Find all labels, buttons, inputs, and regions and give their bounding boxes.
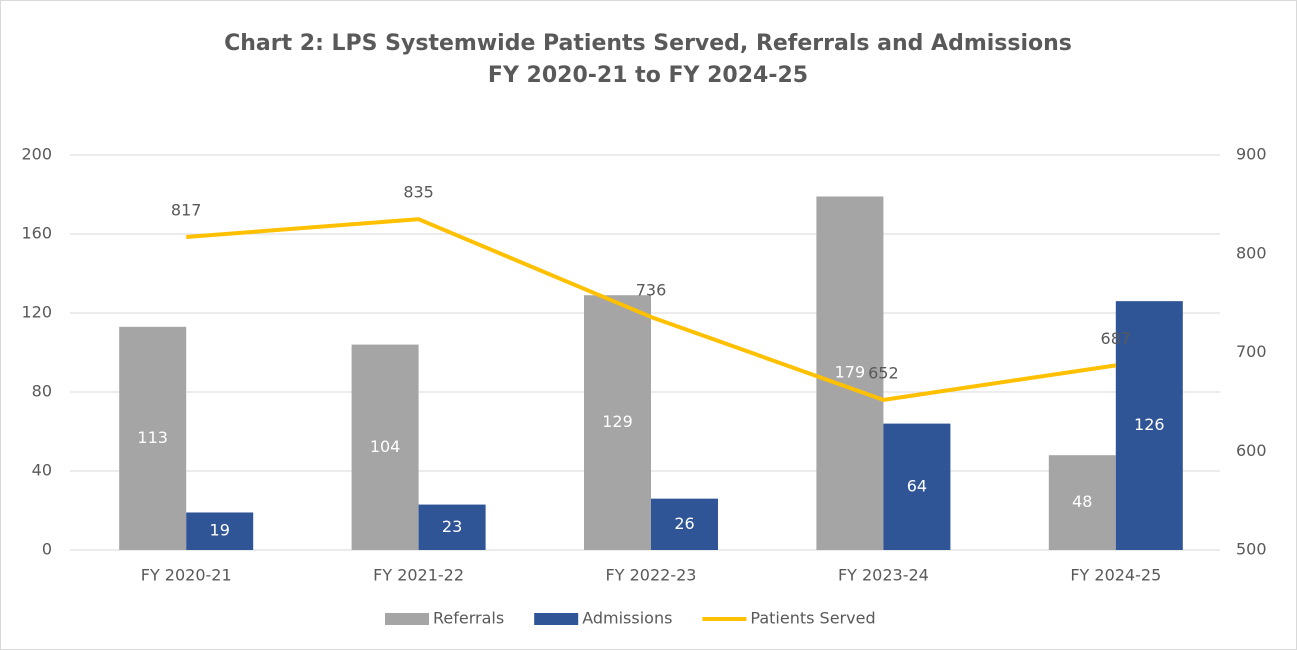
legend-label: Patients Served — [750, 609, 875, 628]
bar — [651, 498, 718, 550]
y2-tick-label: 900 — [1236, 145, 1267, 164]
data-label: 817 — [171, 200, 202, 219]
data-label: 19 — [210, 521, 230, 540]
y-tick-label: 160 — [21, 224, 52, 243]
data-label: 835 — [403, 183, 434, 202]
y2-tick-label: 500 — [1236, 540, 1267, 559]
data-label: 23 — [442, 517, 462, 536]
x-tick-label: FY 2020-21 — [141, 566, 232, 585]
y2-tick-label: 600 — [1236, 441, 1267, 460]
bar — [186, 512, 254, 550]
x-tick-label: FY 2021-22 — [373, 566, 464, 585]
y-tick-label: 80 — [32, 382, 52, 401]
data-label: 113 — [137, 428, 168, 447]
data-label: 126 — [1134, 415, 1165, 434]
x-tick-label: FY 2023-24 — [838, 566, 929, 585]
y2-tick-label: 800 — [1236, 243, 1267, 262]
bar — [351, 344, 419, 550]
line — [186, 217, 1117, 402]
y-tick-label: 40 — [32, 461, 52, 480]
data-label: 736 — [636, 280, 667, 299]
y2-tick-label: 700 — [1236, 342, 1267, 361]
y-tick-label: 200 — [21, 145, 52, 164]
legend-label: Admissions — [582, 609, 672, 628]
x-tick-label: FY 2022-23 — [606, 566, 697, 585]
bar — [584, 295, 651, 550]
data-label: 104 — [370, 437, 401, 456]
bar — [119, 326, 187, 550]
data-label: 26 — [674, 514, 694, 533]
data-label: 129 — [602, 412, 633, 431]
data-label: 687 — [1101, 329, 1132, 348]
bar — [1048, 455, 1116, 550]
y-tick-label: 120 — [21, 303, 52, 322]
legend-swatch — [385, 613, 429, 625]
bar — [1115, 301, 1183, 550]
data-label: 48 — [1072, 492, 1092, 511]
bar — [883, 423, 951, 550]
bar — [418, 504, 486, 550]
chart-subtitle: FY 2020-21 to FY 2024-25 — [488, 63, 808, 88]
data-label: 64 — [907, 476, 927, 495]
chart-title: Chart 2: LPS Systemwide Patients Served,… — [224, 31, 1072, 56]
y-tick-label: 0 — [42, 540, 52, 559]
x-tick-label: FY 2024-25 — [1070, 566, 1161, 585]
data-label: 652 — [868, 363, 899, 382]
bar — [816, 196, 884, 550]
legend-swatch — [534, 613, 579, 625]
legend-label: Referrals — [433, 609, 504, 628]
data-label: 179 — [835, 363, 866, 382]
